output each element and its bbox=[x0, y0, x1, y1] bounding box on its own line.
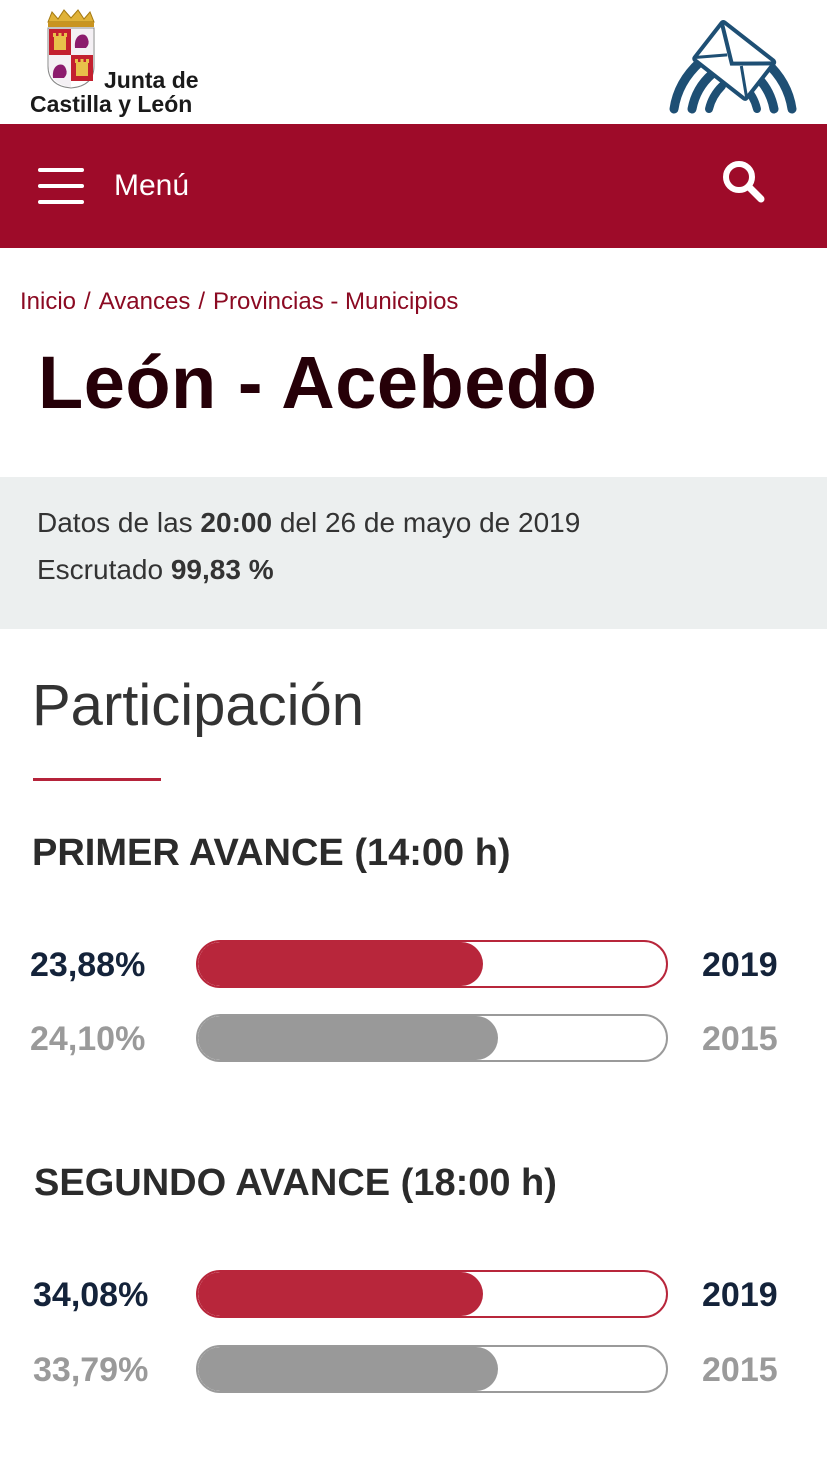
participation-percent: 34,08% bbox=[33, 1276, 149, 1314]
participation-year: 2019 bbox=[702, 1276, 778, 1314]
participation-bar-fill bbox=[198, 1016, 498, 1060]
breadcrumb-separator: / bbox=[84, 288, 91, 315]
avance-title-segundo: SEGUNDO AVANCE (18:00 h) bbox=[34, 1162, 557, 1204]
participation-row-2019: 34,08% 2019 bbox=[0, 1270, 827, 1320]
data-time: 20:00 bbox=[200, 507, 273, 538]
jcyl-logo[interactable]: Junta de Castilla y León bbox=[28, 8, 228, 120]
scrutiny-value: 99,83 % bbox=[170, 554, 274, 585]
avance-title-primer: PRIMER AVANCE (14:00 h) bbox=[32, 832, 511, 874]
participation-year: 2015 bbox=[702, 1351, 778, 1389]
participation-bar bbox=[196, 940, 668, 988]
breadcrumb-home[interactable]: Inicio bbox=[20, 288, 77, 315]
participation-bar-fill bbox=[198, 1347, 498, 1391]
section-title-participacion: Participación bbox=[32, 673, 365, 738]
participation-bar bbox=[196, 1014, 668, 1062]
breadcrumb-separator: / bbox=[198, 288, 205, 315]
brand-line-1: Junta de bbox=[104, 67, 199, 93]
breadcrumb-provincias-municipios[interactable]: Provincias - Municipios bbox=[213, 288, 459, 315]
main-navbar: Menú bbox=[0, 124, 827, 248]
page-title: León - Acebedo bbox=[38, 341, 598, 424]
brand-line-2: Castilla y León bbox=[30, 91, 193, 117]
participation-bar bbox=[196, 1345, 668, 1393]
section-divider bbox=[33, 778, 161, 781]
scrutiny-label: Escrutado bbox=[37, 554, 164, 585]
data-timestamp: Datos de las 20:00 del 26 de mayo de 201… bbox=[37, 507, 580, 539]
participation-row-2019: 23,88% 2019 bbox=[0, 940, 827, 990]
coat-of-arms-icon bbox=[47, 9, 95, 89]
participation-percent: 23,88% bbox=[30, 946, 146, 984]
data-info-box: Datos de las 20:00 del 26 de mayo de 201… bbox=[0, 477, 827, 629]
data-prefix: Datos de las bbox=[37, 507, 193, 538]
participation-bar-fill bbox=[198, 1272, 484, 1316]
menu-label: Menú bbox=[114, 169, 190, 202]
search-icon[interactable] bbox=[718, 156, 768, 206]
participation-bar-fill bbox=[198, 942, 484, 986]
site-header: Junta de Castilla y León bbox=[0, 0, 827, 124]
participation-percent: 33,79% bbox=[33, 1351, 149, 1389]
breadcrumb: Inicio / Avances / Provincias - Municipios bbox=[20, 288, 458, 316]
jcyl-brand-text: Junta de Castilla y León bbox=[30, 68, 199, 116]
participation-bar bbox=[196, 1270, 668, 1318]
participation-year: 2015 bbox=[702, 1020, 778, 1058]
data-date: del 26 de mayo de 2019 bbox=[279, 507, 581, 538]
menu-button[interactable]: Menú bbox=[36, 160, 189, 212]
participation-percent: 24,10% bbox=[30, 1020, 146, 1058]
envelope-logo-icon[interactable] bbox=[652, 12, 814, 116]
participation-row-2015: 33,79% 2015 bbox=[0, 1345, 827, 1395]
hamburger-icon bbox=[36, 164, 86, 208]
participation-row-2015: 24,10% 2015 bbox=[0, 1014, 827, 1064]
scrutiny-status: Escrutado 99,83 % bbox=[37, 554, 274, 586]
participation-year: 2019 bbox=[702, 946, 778, 984]
breadcrumb-avances[interactable]: Avances bbox=[98, 288, 191, 315]
